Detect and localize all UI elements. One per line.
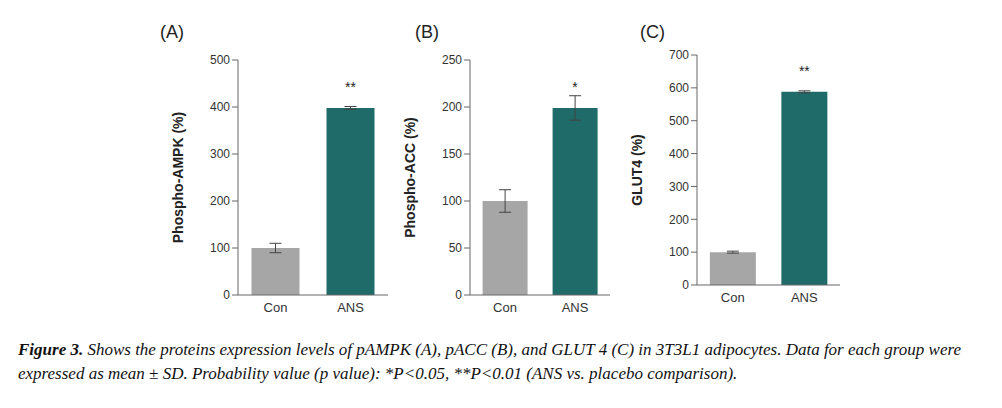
svg-text:500: 500 — [669, 114, 689, 128]
html-text:(B): (B) — [415, 22, 439, 42]
svg-text:*: * — [572, 79, 578, 95]
svg-text:0: 0 — [455, 288, 462, 302]
svg-text:GLUT4 (%): GLUT4 (%) — [629, 134, 645, 206]
svg-text:Con: Con — [264, 300, 288, 315]
svg-text:ANS: ANS — [791, 290, 818, 305]
svg-text:Con: Con — [493, 300, 517, 315]
svg-text:50: 50 — [449, 241, 463, 255]
svg-text:100: 100 — [669, 245, 689, 259]
svg-text:**: ** — [345, 79, 356, 95]
svg-text:700: 700 — [669, 48, 689, 62]
svg-text:Phospho-ACC (%): Phospho-ACC (%) — [402, 117, 418, 238]
svg-text:150: 150 — [442, 147, 462, 161]
svg-text:100: 100 — [442, 194, 462, 208]
svg-text:200: 200 — [210, 194, 230, 208]
svg-text:Phospho-AMPK (%): Phospho-AMPK (%) — [170, 112, 186, 243]
svg-text:600: 600 — [669, 81, 689, 95]
svg-text:300: 300 — [669, 180, 689, 194]
svg-text:0: 0 — [223, 288, 230, 302]
html-text:(C): (C) — [640, 22, 665, 42]
svg-text:ANS: ANS — [337, 300, 364, 315]
svg-text:500: 500 — [210, 53, 230, 67]
svg-text:Con: Con — [721, 290, 745, 305]
svg-text:300: 300 — [210, 147, 230, 161]
svg-text:0: 0 — [682, 278, 689, 292]
svg-text:200: 200 — [442, 100, 462, 114]
svg-text:100: 100 — [210, 241, 230, 255]
html-text:Figure 3. Shows the proteins e: Figure 3. Shows the proteins expression … — [18, 340, 961, 383]
svg-text:400: 400 — [210, 100, 230, 114]
svg-text:250: 250 — [442, 53, 462, 67]
html-text:(A): (A) — [160, 22, 184, 42]
svg-text:200: 200 — [669, 213, 689, 227]
svg-text:400: 400 — [669, 147, 689, 161]
svg-text:**: ** — [799, 63, 810, 79]
svg-text:ANS: ANS — [562, 300, 589, 315]
